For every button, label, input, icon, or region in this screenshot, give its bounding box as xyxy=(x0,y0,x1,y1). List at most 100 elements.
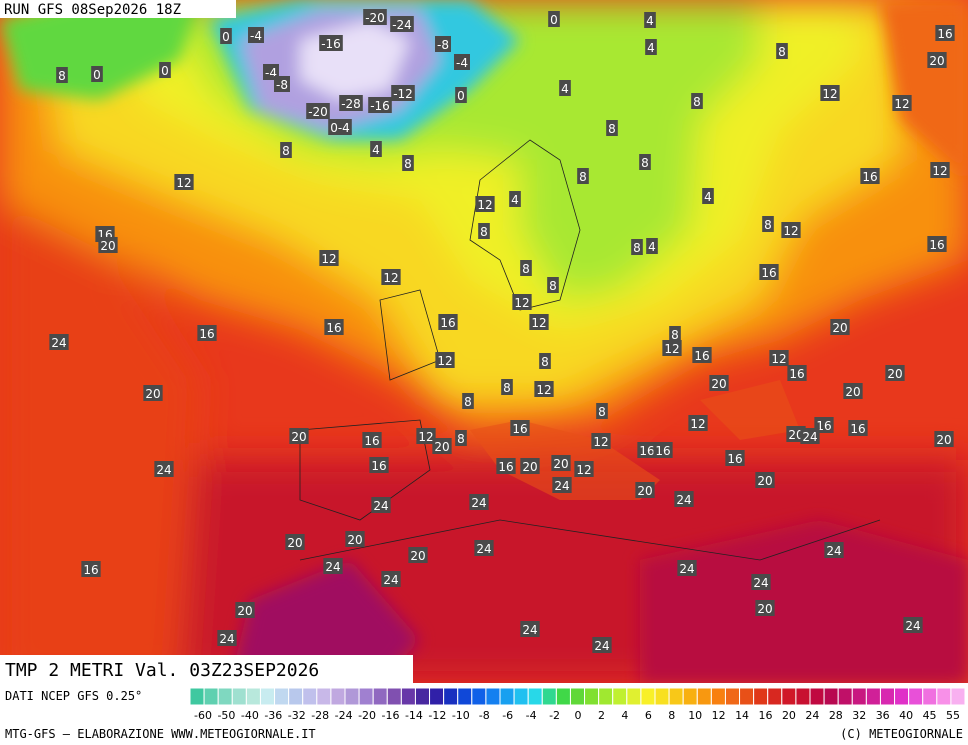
scale-label: -2 xyxy=(549,709,560,722)
temp-label: -12 xyxy=(393,87,413,101)
scale-swatch xyxy=(414,687,431,706)
temp-label: 20 xyxy=(434,440,449,454)
temp-label: 12 xyxy=(690,417,705,431)
scale-swatch xyxy=(443,687,459,706)
temp-label: 20 xyxy=(832,321,847,335)
temp-label: 24 xyxy=(476,542,491,556)
temp-label: 20 xyxy=(637,484,652,498)
temp-label: 4 xyxy=(561,82,569,96)
scale-swatch xyxy=(682,687,698,706)
temp-label: 8 xyxy=(641,156,649,170)
temp-label: 20 xyxy=(522,460,537,474)
temp-label-box xyxy=(930,162,950,178)
scale-swatch xyxy=(386,687,402,706)
scale-swatch xyxy=(753,687,769,706)
scale-label: -60 xyxy=(194,709,212,722)
scale-label: 6 xyxy=(645,709,652,722)
temp-label-box xyxy=(455,430,467,446)
temp-label: 8 xyxy=(541,355,549,369)
temp-label-box xyxy=(830,319,850,335)
scale-swatch xyxy=(809,687,825,706)
temp-label-box xyxy=(903,617,923,633)
temp-label: 12 xyxy=(932,164,947,178)
temp-label-box xyxy=(319,35,343,51)
temp-label-box xyxy=(362,432,382,448)
temp-label-box xyxy=(645,39,657,55)
temp-label-box xyxy=(709,375,729,391)
temp-label-box xyxy=(143,385,163,401)
scale-swatch xyxy=(527,687,543,706)
temp-label-box xyxy=(927,236,947,252)
scale-label: 20 xyxy=(782,709,796,722)
temp-label: 20 xyxy=(410,549,425,563)
temp-label-box xyxy=(469,494,489,510)
temp-label-box xyxy=(577,168,589,184)
temp-label-box xyxy=(339,95,363,111)
temp-label: -8 xyxy=(276,78,288,92)
temp-label-box xyxy=(860,168,880,184)
temp-label-box xyxy=(751,574,771,590)
temp-label-box xyxy=(319,250,339,266)
temp-label-box xyxy=(217,630,237,646)
footer-right: (C) METEOGIORNALE xyxy=(840,727,963,741)
temp-label-box xyxy=(220,28,232,44)
temp-label-box xyxy=(91,66,103,82)
scale-swatch xyxy=(640,687,656,706)
temp-label-box xyxy=(475,196,495,212)
temp-label-box xyxy=(501,379,513,395)
temp-label: -8 xyxy=(437,38,449,52)
scale-label: 0 xyxy=(575,709,582,722)
scale-label: -8 xyxy=(479,709,490,722)
scale-swatch xyxy=(400,687,416,706)
scale-label: -6 xyxy=(502,709,513,722)
temp-label: 24 xyxy=(594,639,609,653)
scale-swatch xyxy=(936,687,952,706)
temp-label-box xyxy=(787,365,807,381)
temp-label: 12 xyxy=(664,342,679,356)
temp-label-box xyxy=(892,95,912,111)
temp-label-box xyxy=(390,16,414,32)
temp-label-box xyxy=(592,637,612,653)
temp-label: 16 xyxy=(364,434,379,448)
temp-label: 4 xyxy=(511,193,519,207)
scale-swatch xyxy=(189,687,205,706)
scale-swatch xyxy=(710,687,726,706)
temp-label: 8 xyxy=(764,218,772,232)
scale-label: -24 xyxy=(335,709,353,722)
temp-label: 12 xyxy=(477,198,492,212)
run-box xyxy=(0,0,236,18)
temp-label-box xyxy=(639,154,651,170)
temp-label: 8 xyxy=(693,95,701,109)
temp-label: -4 xyxy=(456,56,468,70)
temp-label: 24 xyxy=(753,576,768,590)
temp-label: 24 xyxy=(826,544,841,558)
temp-label: 12 xyxy=(418,430,433,444)
temp-label: 4 xyxy=(704,190,712,204)
temp-label-box xyxy=(755,600,775,616)
temp-label-box xyxy=(539,353,551,369)
temp-label-box xyxy=(370,141,382,157)
temp-label-box xyxy=(369,457,389,473)
temp-label-box xyxy=(653,442,673,458)
temp-label: 24 xyxy=(51,336,66,350)
scale-label: 12 xyxy=(712,709,726,722)
scale-swatch xyxy=(499,687,515,706)
temp-label: 20 xyxy=(788,428,803,442)
scale-swatch xyxy=(485,687,501,706)
scale-label: 8 xyxy=(668,709,675,722)
temp-label-box xyxy=(520,260,532,276)
temp-label: -20 xyxy=(308,105,328,119)
temp-label-box xyxy=(381,269,401,285)
scale-label: 10 xyxy=(688,709,702,722)
temp-label-box xyxy=(534,381,554,397)
scale-label: -12 xyxy=(428,709,446,722)
temp-label-box xyxy=(547,277,559,293)
temp-label: 12 xyxy=(531,316,546,330)
temp-label: 0 xyxy=(457,89,465,103)
temp-label-box xyxy=(462,393,474,409)
temp-label: 20 xyxy=(347,533,362,547)
temp-label-box xyxy=(98,237,118,253)
temp-label: 24 xyxy=(676,493,691,507)
